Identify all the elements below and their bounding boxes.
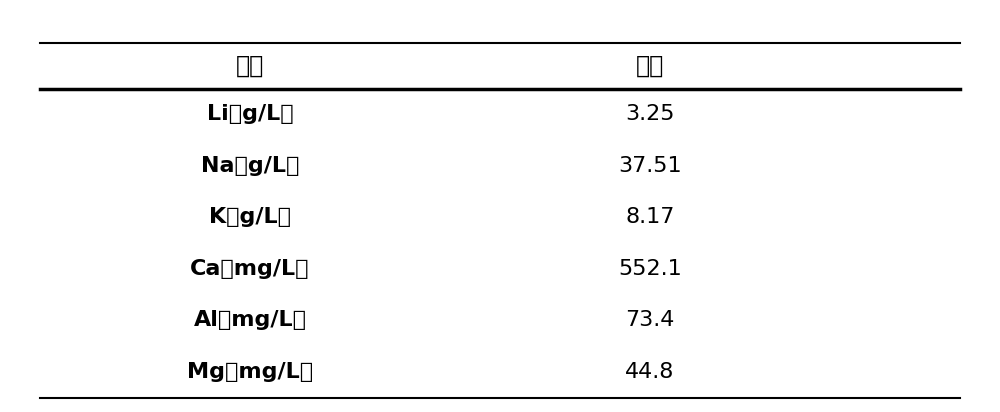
Text: K（g/L）: K（g/L） <box>209 207 291 227</box>
Text: Al（mg/L）: Al（mg/L） <box>194 310 306 330</box>
Text: Mg（mg/L）: Mg（mg/L） <box>187 362 313 382</box>
Text: 8.17: 8.17 <box>625 207 675 227</box>
Text: 成分: 成分 <box>236 54 264 78</box>
Text: Li（g/L）: Li（g/L） <box>207 104 293 124</box>
Text: 37.51: 37.51 <box>618 156 682 176</box>
Text: Ca（mg/L）: Ca（mg/L） <box>190 259 310 279</box>
Text: Na（g/L）: Na（g/L） <box>201 156 299 176</box>
Text: 73.4: 73.4 <box>625 310 675 330</box>
Text: 44.8: 44.8 <box>625 362 675 382</box>
Text: 552.1: 552.1 <box>618 259 682 279</box>
Text: 3.25: 3.25 <box>625 104 675 124</box>
Text: 浓度: 浓度 <box>636 54 664 78</box>
